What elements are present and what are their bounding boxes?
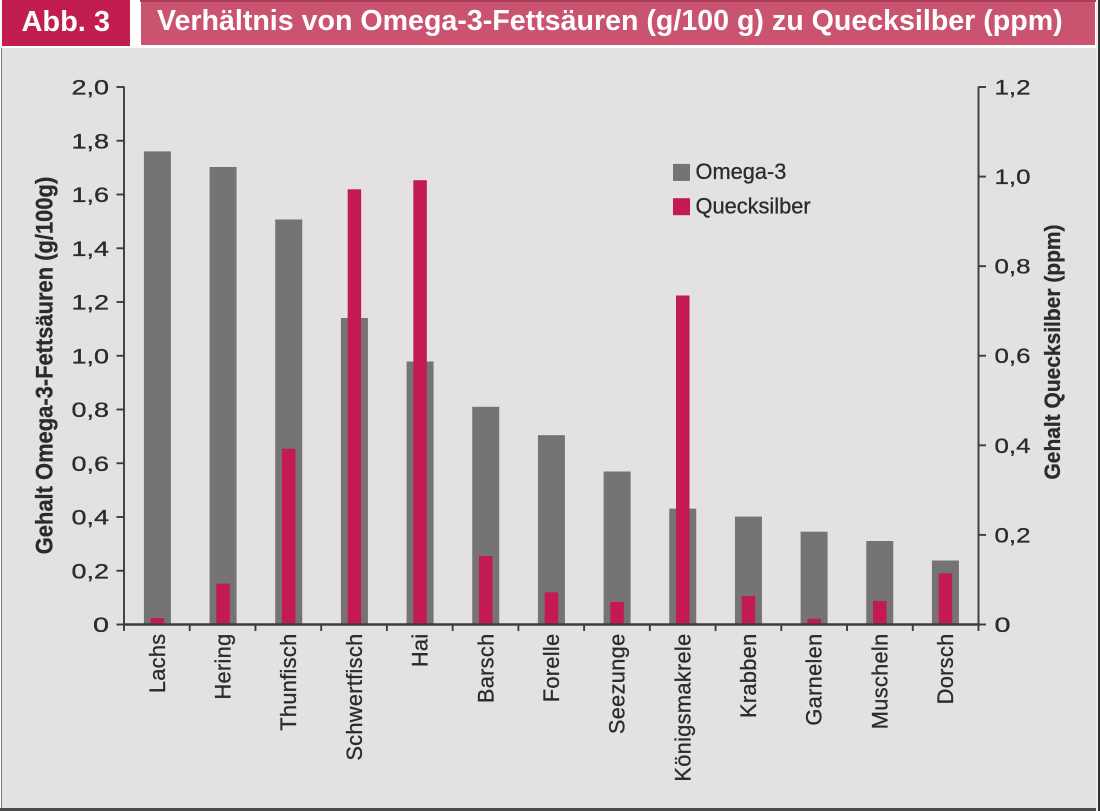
svg-text:0,4: 0,4	[995, 435, 1031, 458]
svg-text:Königsmakrele: Königsmakrele	[670, 634, 695, 782]
svg-text:Schwertfisch: Schwertfisch	[342, 634, 367, 761]
svg-text:1,2: 1,2	[72, 292, 110, 315]
svg-text:1,4: 1,4	[72, 238, 110, 261]
svg-text:0,2: 0,2	[995, 524, 1031, 547]
svg-text:Gehalt Quecksilber (ppm): Gehalt Quecksilber (ppm)	[1040, 225, 1065, 480]
svg-text:1,6: 1,6	[72, 184, 110, 207]
svg-text:0: 0	[93, 614, 109, 637]
svg-text:1,8: 1,8	[72, 130, 110, 153]
svg-text:Forelle: Forelle	[539, 634, 564, 703]
svg-text:2,0: 2,0	[72, 77, 110, 100]
svg-text:Dorsch: Dorsch	[933, 634, 958, 705]
svg-text:Omega-3: Omega-3	[696, 159, 787, 184]
svg-text:Hai: Hai	[408, 634, 433, 668]
svg-text:Muscheln: Muscheln	[867, 634, 892, 730]
svg-text:Lachs: Lachs	[145, 634, 170, 694]
svg-text:0,6: 0,6	[72, 453, 110, 476]
svg-text:1,2: 1,2	[995, 77, 1031, 100]
svg-text:Seezunge: Seezunge	[605, 634, 630, 735]
svg-text:Hering: Hering	[211, 634, 236, 700]
svg-text:0: 0	[995, 614, 1011, 637]
svg-text:Thunfisch: Thunfisch	[276, 634, 301, 731]
svg-text:Krabben: Krabben	[736, 634, 761, 719]
svg-text:Quecksilber: Quecksilber	[696, 194, 811, 219]
svg-text:0,8: 0,8	[72, 399, 110, 422]
svg-text:Barsch: Barsch	[473, 634, 498, 704]
svg-text:1,0: 1,0	[995, 166, 1031, 189]
svg-text:0,6: 0,6	[995, 345, 1031, 368]
svg-text:0,4: 0,4	[72, 507, 110, 530]
svg-text:0,8: 0,8	[995, 256, 1031, 279]
svg-text:Gehalt Omega-3-Fettsäuren (g/1: Gehalt Omega-3-Fettsäuren (g/100g)	[32, 177, 59, 555]
svg-text:1,0: 1,0	[72, 345, 110, 368]
svg-text:Garnelen: Garnelen	[802, 634, 827, 726]
svg-text:0,2: 0,2	[72, 560, 110, 583]
